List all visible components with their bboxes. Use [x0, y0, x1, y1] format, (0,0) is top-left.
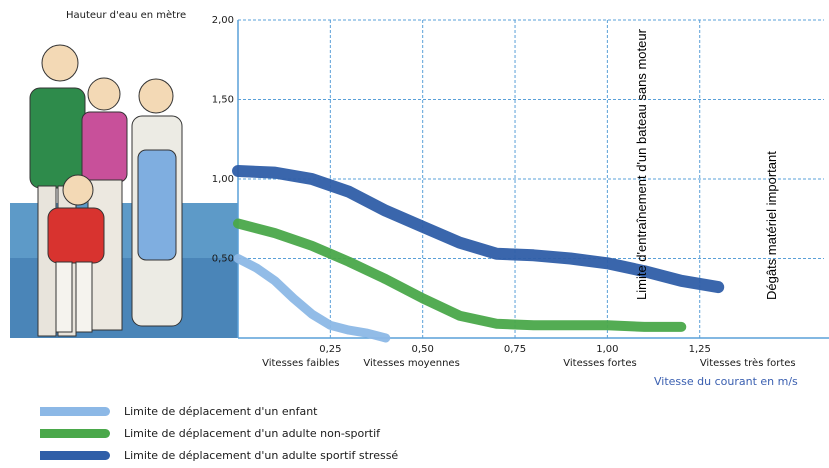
- x-tick-label-4: 1,25: [689, 344, 711, 355]
- legend-item-adult: Limite de déplacement d'un adulte non-sp…: [40, 422, 398, 444]
- legend-item-child: Limite de déplacement d'un enfant: [40, 400, 398, 422]
- family-illustration: [29, 44, 183, 337]
- x-category-labels: Vitesses faibles Vitesses moyennes Vitesse…: [262, 357, 796, 369]
- x-axis-title: Vitesse du courant en m/s: [654, 375, 798, 388]
- y-tick-labels: 0,50 1,00 1,50 2,00: [212, 15, 234, 265]
- x-tick-label-0: 0,25: [319, 344, 341, 355]
- annotation-damage: Dégâts matériel important: [764, 151, 779, 300]
- x-tick-labels: 0,25 0,50 0,75 1,00 1,25: [319, 344, 711, 355]
- legend-label-child: Limite de déplacement d'un enfant: [124, 404, 318, 418]
- legend-label-adult: Limite de déplacement d'un adulte non-sp…: [124, 426, 381, 440]
- grid: [237, 19, 829, 339]
- x-tick-label-3: 1,00: [596, 344, 618, 355]
- legend-swatch-child: [40, 406, 110, 416]
- y-tick-label-0: 0,50: [212, 254, 234, 265]
- series-line-0: [233, 254, 391, 343]
- series-line-1: [233, 218, 687, 332]
- series-line-2: [232, 165, 725, 294]
- legend-item-athlete: Limite de déplacement d'un adulte sporti…: [40, 444, 398, 466]
- legend: Limite de déplacement d'un enfant Limite…: [40, 400, 398, 466]
- y-tick-label-1: 1,00: [212, 174, 234, 185]
- legend-swatch-athlete: [40, 450, 110, 460]
- legend-swatch-adult: [40, 428, 110, 438]
- annotation-boat-limit: Limite d'entraînement d'un bateau sans m…: [634, 28, 649, 300]
- x-tick-label-2: 0,75: [504, 344, 526, 355]
- y-axis-title: Hauteur d'eau en mètre: [66, 10, 187, 21]
- y-tick-label-3: 2,00: [212, 15, 234, 26]
- legend-label-athlete: Limite de déplacement d'un adulte sporti…: [124, 448, 399, 462]
- x-tick-label-1: 0,50: [412, 344, 434, 355]
- x-category-label-3: Vitesses très fortes: [700, 357, 796, 369]
- series-layer: [232, 165, 725, 343]
- x-category-label-0: Vitesses faibles: [262, 358, 339, 369]
- x-category-label-2: Vitesses fortes: [563, 358, 636, 369]
- x-category-label-1: Vitesses moyennes: [363, 358, 459, 369]
- y-tick-label-2: 1,50: [212, 95, 234, 106]
